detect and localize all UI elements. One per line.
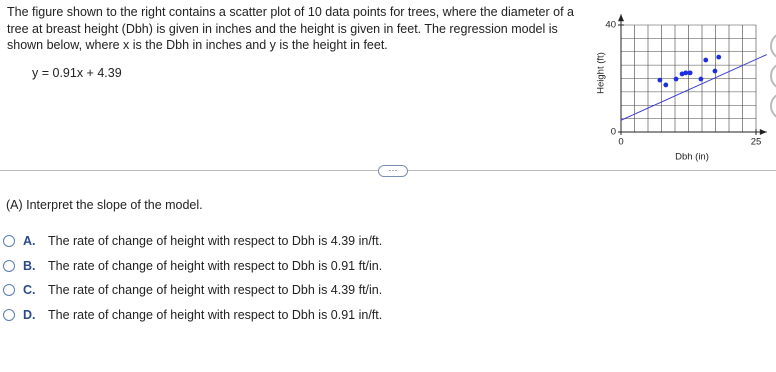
x-arrow — [759, 129, 767, 135]
more-button[interactable]: ··· — [378, 165, 408, 177]
option[interactable]: D. The rate of change of height with resp… — [3, 306, 382, 324]
data-point — [683, 70, 689, 76]
option-text: The rate of change of height with respec… — [48, 307, 383, 322]
regression-line — [620, 54, 768, 121]
data-point — [698, 76, 704, 82]
x-tick-label: 25 — [751, 137, 762, 148]
option-text: The rate of change of height with respec… — [48, 283, 383, 297]
radio[interactable] — [3, 284, 15, 296]
option-letter: B. — [23, 258, 36, 273]
question-intro: The figure shown to the right contains a… — [7, 5, 574, 52]
radio[interactable] — [3, 308, 15, 321]
y-tick-label: 0 — [611, 127, 616, 138]
part-prompt: (A) Interpret the slope of the model. — [6, 198, 203, 212]
data-point — [687, 70, 693, 76]
option-letter: C. — [23, 283, 36, 297]
option-letter: D. — [23, 307, 36, 322]
data-point — [657, 77, 663, 83]
data-point — [673, 76, 679, 82]
option[interactable]: A. The rate of change of height with resp… — [3, 232, 382, 250]
expand-icon[interactable] — [770, 93, 776, 119]
equation: y = 0.91x + 4.39 — [32, 66, 122, 80]
y-tick-label: 40 — [605, 20, 616, 31]
data-point — [712, 68, 718, 74]
data-point — [663, 82, 669, 88]
y-arrow — [618, 14, 624, 22]
y-axis-label: Height (ft) — [596, 52, 607, 94]
zoom-in-icon[interactable] — [770, 33, 776, 59]
option-text: The rate of change of height with respec… — [48, 258, 383, 273]
x-axis-label: Dbh (in) — [675, 152, 709, 163]
option-letter: A. — [23, 234, 36, 248]
zoom-out-icon[interactable] — [770, 63, 776, 89]
data-point — [716, 54, 722, 60]
option[interactable]: B. The rate of change of height with resp… — [3, 257, 382, 275]
data-point — [703, 57, 709, 63]
data-point — [679, 71, 685, 77]
x-tick-label: 0 — [618, 137, 623, 148]
radio[interactable] — [3, 259, 15, 272]
option-text: The rate of change of height with respec… — [48, 234, 383, 248]
option[interactable]: C. The rate of change of height with resp… — [3, 281, 382, 299]
radio[interactable] — [3, 235, 15, 247]
